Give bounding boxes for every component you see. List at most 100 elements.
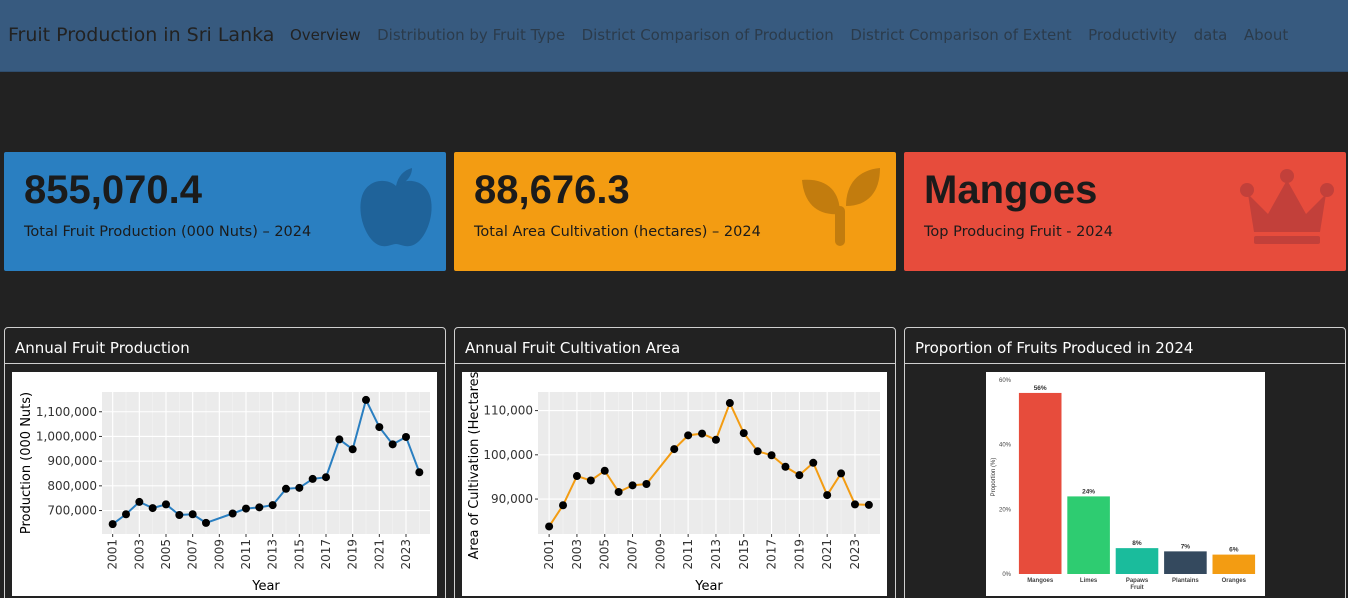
kpi-label: Total Fruit Production (000 Nuts) – 2024 bbox=[24, 224, 312, 240]
apple-icon bbox=[360, 168, 432, 247]
data-point bbox=[175, 510, 184, 519]
data-point bbox=[348, 445, 357, 454]
y-tick-label: 90,000 bbox=[491, 492, 533, 506]
x-tick-label: 2005 bbox=[598, 539, 612, 570]
data-point bbox=[572, 472, 581, 481]
tab-data[interactable]: data bbox=[1193, 26, 1228, 44]
y-tick-label: 700,000 bbox=[47, 504, 97, 518]
bar bbox=[1212, 554, 1256, 574]
data-label: 6% bbox=[1229, 547, 1239, 554]
y-tick-label: 900,000 bbox=[47, 454, 97, 468]
data-point bbox=[362, 395, 370, 404]
tab-district-comparison-production[interactable]: District Comparison of Production bbox=[581, 26, 834, 44]
kpi-top-fruit: Mangoes Top Producing Fruit - 2024 bbox=[904, 152, 1346, 271]
y-tick-label: 40% bbox=[999, 443, 1012, 449]
kpi-value: 88,676.3 bbox=[474, 168, 630, 212]
bar bbox=[1164, 551, 1207, 574]
data-point bbox=[228, 509, 237, 518]
x-tick-label: 2021 bbox=[372, 539, 386, 570]
x-tick-label: 2017 bbox=[319, 539, 333, 570]
data-point bbox=[135, 497, 144, 506]
x-axis-label: Year bbox=[251, 579, 280, 594]
data-point bbox=[614, 487, 623, 496]
data-point bbox=[767, 451, 776, 460]
y-axis-label: Area of Cultivation (Hectares) bbox=[467, 372, 482, 560]
data-label: 24% bbox=[1082, 488, 1095, 495]
x-tick-label: 2023 bbox=[399, 539, 413, 570]
data-point bbox=[268, 501, 277, 510]
tab-district-comparison-extent[interactable]: District Comparison of Extent bbox=[850, 26, 1072, 44]
data-point bbox=[545, 522, 554, 531]
data-point bbox=[162, 500, 170, 509]
tab-overview[interactable]: Overview bbox=[290, 26, 361, 44]
card-title: Annual Fruit Cultivation Area bbox=[455, 328, 895, 364]
data-point bbox=[282, 484, 290, 493]
data-point bbox=[242, 504, 250, 513]
data-point bbox=[586, 476, 595, 485]
tab-distribution-by-fruit-type[interactable]: Distribution by Fruit Type bbox=[377, 26, 566, 44]
data-point bbox=[795, 471, 804, 480]
bar bbox=[1018, 392, 1062, 574]
data-point bbox=[781, 462, 790, 471]
data-point bbox=[864, 500, 873, 509]
data-point bbox=[698, 429, 707, 438]
data-point bbox=[753, 447, 762, 456]
data-point bbox=[375, 423, 384, 432]
proportion-bar-chart: 0% 20% 40% 60% 56% Mangoes 24% Limes 8% PapawsFru… bbox=[991, 378, 1256, 591]
y-tick-label: 800,000 bbox=[47, 479, 97, 493]
bar bbox=[1115, 548, 1159, 574]
data-point bbox=[188, 510, 197, 519]
data-point bbox=[684, 431, 693, 440]
data-point bbox=[122, 510, 130, 519]
y-axis-label: Production (000 Nuts) bbox=[19, 392, 34, 534]
data-point bbox=[837, 469, 846, 478]
x-tick-label: 2007 bbox=[186, 539, 200, 570]
data-point bbox=[823, 491, 832, 500]
data-point bbox=[415, 468, 424, 477]
crown-icon bbox=[1240, 169, 1334, 244]
x-tick-label: 2011 bbox=[239, 539, 253, 570]
data-point bbox=[255, 503, 264, 512]
x-tick-label: Limes bbox=[1080, 578, 1098, 584]
data-label: 56% bbox=[1034, 385, 1047, 392]
x-tick-label: Oranges bbox=[1222, 578, 1247, 584]
data-point bbox=[148, 504, 157, 513]
tab-about[interactable]: About bbox=[1243, 26, 1289, 44]
x-tick-label: 2013 bbox=[266, 539, 280, 570]
x-tick-label: 2017 bbox=[765, 539, 779, 570]
card-title: Annual Fruit Production bbox=[5, 328, 445, 364]
area-plot: 2001 2003 2005 2007 2009 2011 2013 2015 2017 2019… bbox=[462, 372, 887, 596]
proportion-plot: 0% 20% 40% 60% 56% Mangoes 24% Limes 8% Papaws Fru… bbox=[986, 372, 1265, 596]
card-title: Proportion of Fruits Produced in 2024 bbox=[905, 328, 1345, 364]
x-tick-label: 2023 bbox=[848, 539, 862, 570]
seedling-icon bbox=[802, 168, 880, 246]
x-tick-label: Fruit bbox=[1130, 585, 1143, 591]
kpi-total-area: 88,676.3 Total Area Cultivation (hectare… bbox=[454, 152, 896, 271]
kpi-label: Total Area Cultivation (hectares) – 2024 bbox=[474, 224, 761, 240]
data-point bbox=[322, 473, 330, 482]
data-point bbox=[809, 458, 818, 467]
production-line-chart: 2001 2003 2005 2007 2009 2011 2013 2015 2017 2019… bbox=[19, 392, 430, 594]
x-tick-label: 2009 bbox=[653, 539, 667, 570]
x-tick-label: 2015 bbox=[292, 539, 306, 570]
production-plot: 2001 2003 2005 2007 2009 2011 2013 2015 2017 2019… bbox=[12, 372, 437, 596]
plot-panel bbox=[102, 392, 430, 534]
data-point bbox=[388, 440, 397, 449]
data-point bbox=[202, 518, 210, 527]
x-axis-label: Year bbox=[694, 579, 723, 594]
app-title[interactable]: Fruit Production in Sri Lanka bbox=[8, 24, 275, 46]
tab-productivity[interactable]: Productivity bbox=[1088, 26, 1178, 44]
x-tick-label: 2007 bbox=[626, 539, 640, 570]
x-tick-label: 2005 bbox=[159, 539, 173, 570]
y-tick-label: 60% bbox=[999, 378, 1012, 384]
data-point bbox=[628, 481, 637, 490]
y-tick-label: 100,000 bbox=[483, 448, 533, 462]
data-point bbox=[711, 435, 720, 444]
x-tick-label: 2013 bbox=[709, 539, 723, 570]
data-point bbox=[308, 474, 317, 483]
kpi-total-production: 855,070.4 Total Fruit Production (000 Nu… bbox=[4, 152, 446, 271]
x-tick-label: 2003 bbox=[132, 539, 146, 570]
data-point bbox=[335, 435, 344, 444]
y-tick-label: 0% bbox=[1002, 572, 1011, 578]
data-point bbox=[739, 429, 748, 438]
